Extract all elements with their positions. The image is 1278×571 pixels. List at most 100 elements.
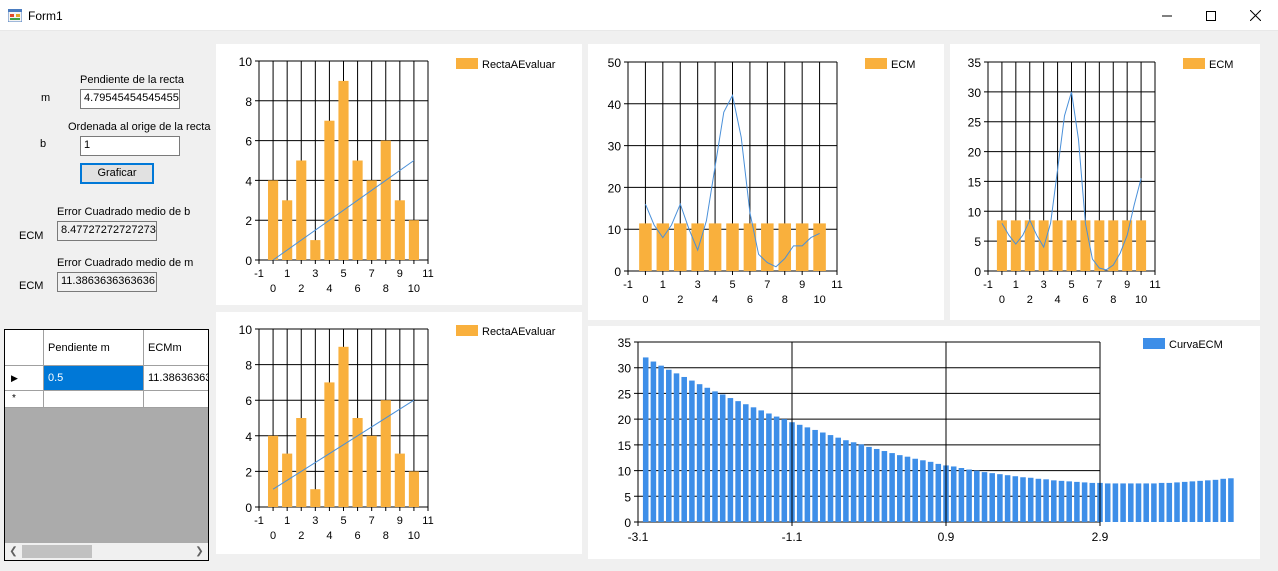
x-tick-label: 10 xyxy=(408,283,420,295)
bar xyxy=(920,460,926,522)
x-tick-label: 2 xyxy=(298,283,304,295)
bar xyxy=(727,398,734,522)
bar xyxy=(1120,483,1126,522)
x-tick-label: 10 xyxy=(408,530,420,542)
minimize-button[interactable] xyxy=(1144,0,1190,31)
bar xyxy=(712,391,718,522)
chart-2-canvas: 0 2 4 6 8 10 -1 1 3 5 7 9 11 0 2 4 6 8 10 RectaAEvaluar xyxy=(239,323,556,542)
bar xyxy=(996,220,1007,271)
bar xyxy=(380,140,391,260)
bar xyxy=(666,369,672,522)
chart-1-canvas: 0 2 4 6 8 10 -1 1 3 5 7 9 11 0 2 4 6 8 10 RectaAEvaluar xyxy=(239,55,556,295)
scroll-thumb[interactable] xyxy=(22,545,92,558)
intercept-caption: Ordenada al orige de la recta xyxy=(68,121,211,133)
bar xyxy=(1143,483,1149,522)
bar xyxy=(639,223,652,271)
bar xyxy=(761,223,774,271)
y-tick-label: 0 xyxy=(624,516,631,530)
new-row-indicator: * xyxy=(5,391,44,408)
maximize-button[interactable] xyxy=(1188,0,1234,31)
bar xyxy=(380,400,391,507)
x-tick-label: 1 xyxy=(660,279,666,291)
bar xyxy=(997,474,1003,522)
table-row[interactable]: ▶ 0.5 11.38636363 xyxy=(5,366,208,391)
column-header-slope[interactable]: Pendiente m xyxy=(44,330,144,366)
current-row-indicator: ▶ xyxy=(5,366,44,391)
x-tick-label: 6 xyxy=(355,530,361,542)
ecm-chart-m: 0 5 10 15 20 25 30 35 -1 1 3 5 7 9 11 0 2 4 6 8 10 ECM xyxy=(950,44,1260,320)
cell-new-slope[interactable] xyxy=(44,391,144,408)
x-tick-label: 2.9 xyxy=(1092,530,1109,544)
bar xyxy=(268,180,279,260)
close-button[interactable] xyxy=(1232,0,1278,31)
app-form-icon xyxy=(8,9,22,22)
bar xyxy=(1043,479,1049,522)
y-tick-label: 2 xyxy=(245,465,252,479)
bar xyxy=(408,471,419,507)
legend-swatch xyxy=(456,58,478,69)
x-tick-label: 11 xyxy=(422,515,433,527)
x-tick-label: 3 xyxy=(312,515,318,527)
y-tick-label: 10 xyxy=(239,55,253,69)
x-tick-label: 11 xyxy=(831,279,842,291)
bar xyxy=(658,365,664,522)
x-tick-label: 9 xyxy=(799,279,805,291)
bar xyxy=(726,223,739,271)
cell-ecm[interactable]: 11.38636363 xyxy=(144,366,208,391)
bar xyxy=(268,435,279,507)
bar xyxy=(352,418,363,507)
ecm-b-field[interactable]: 8.47727272727273 xyxy=(57,221,157,241)
bar xyxy=(958,468,965,522)
slope-input[interactable]: 4.79545454545455 xyxy=(80,89,180,109)
bar xyxy=(781,419,788,522)
bar xyxy=(889,453,895,522)
bar xyxy=(1074,481,1080,522)
scroll-left-icon[interactable]: ❮ xyxy=(9,546,18,557)
ecm-m-caption: Error Cuadrado medio de m xyxy=(57,257,194,269)
legend-swatch xyxy=(865,58,887,69)
bar xyxy=(1112,483,1119,522)
bar xyxy=(642,357,649,522)
y-tick-label: 0 xyxy=(974,265,981,279)
bar xyxy=(681,376,687,522)
intercept-input[interactable]: 1 xyxy=(80,136,180,156)
bar xyxy=(827,435,834,522)
new-row[interactable]: * xyxy=(5,391,208,408)
scroll-right-icon[interactable]: ❯ xyxy=(195,546,204,557)
bar xyxy=(1220,478,1226,522)
bar xyxy=(813,223,826,271)
grid-header-row: Pendiente m ECMm xyxy=(5,330,208,366)
x-tick-label: 0 xyxy=(642,294,648,306)
window-title: Form1 xyxy=(28,9,63,23)
y-tick-label: 35 xyxy=(618,336,632,350)
plot-button[interactable]: Graficar xyxy=(80,163,154,184)
results-grid[interactable]: Pendiente m ECMm ▶ 0.5 11.38636363 * ❮ ❯ xyxy=(4,329,209,561)
ecm-m-field[interactable]: 11.3863636363636 xyxy=(57,272,157,292)
cell-slope[interactable]: 0.5 xyxy=(44,366,144,391)
x-tick-label: 10 xyxy=(1135,294,1147,306)
legend-swatch xyxy=(1143,338,1165,349)
y-tick-label: 8 xyxy=(245,359,252,373)
horizontal-scrollbar[interactable]: ❮ ❯ xyxy=(5,543,208,560)
bar xyxy=(708,223,722,271)
y-tick-label: 5 xyxy=(624,490,631,504)
y-tick-label: 6 xyxy=(245,135,252,149)
bar xyxy=(1012,476,1019,522)
bar xyxy=(1166,482,1173,522)
column-header-ecm[interactable]: ECMm xyxy=(144,330,208,366)
x-tick-label: 2 xyxy=(677,294,683,306)
bar xyxy=(1212,479,1219,522)
bar xyxy=(743,404,749,522)
x-tick-label: 9 xyxy=(397,515,403,527)
bar xyxy=(1189,481,1196,522)
legend-label: RectaAEvaluar xyxy=(482,326,556,338)
x-tick-label: 11 xyxy=(422,268,433,280)
series-line xyxy=(1001,91,1142,271)
x-tick-label: 7 xyxy=(1096,279,1102,291)
chart-3-canvas: 0 10 20 30 40 50 -1 1 3 5 7 9 11 0 2 4 6 8 10 ECM xyxy=(608,56,916,306)
bar xyxy=(950,466,957,522)
x-tick-label: 5 xyxy=(729,279,735,291)
cell-new-ecm[interactable] xyxy=(144,391,208,408)
ecm-chart-b: 0 10 20 30 40 50 -1 1 3 5 7 9 11 0 2 4 6 8 10 ECM xyxy=(588,44,944,320)
bar xyxy=(1122,220,1133,271)
